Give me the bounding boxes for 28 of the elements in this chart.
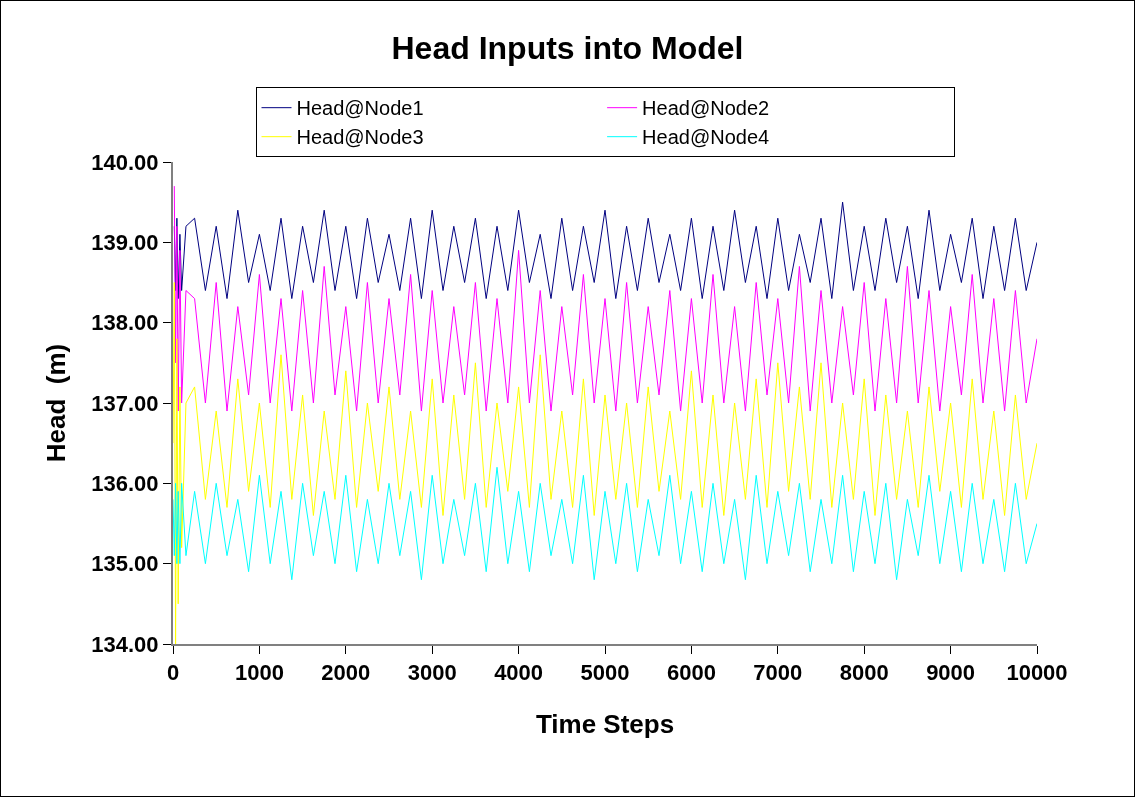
x-tick-label: 5000 — [580, 660, 630, 686]
x-tick-label: 6000 — [666, 660, 716, 686]
x-tick-label: 7000 — [753, 660, 803, 686]
y-axis-title: Head (m) — [41, 343, 72, 463]
legend-label: Head@Node1 — [296, 97, 424, 120]
y-tick-label: 138.00 — [91, 310, 159, 336]
line-series — [173, 201, 1037, 300]
x-tick-label: 9000 — [926, 660, 976, 686]
x-tick-label: 4000 — [494, 660, 544, 686]
legend-label: Head@Node2 — [642, 97, 770, 120]
y-tick-label: 139.00 — [91, 230, 159, 256]
y-tick-label: 136.00 — [91, 471, 159, 497]
x-axis-title: Time Steps — [535, 708, 675, 739]
x-tick-label: 0 — [166, 660, 180, 686]
legend-label: Head@Node4 — [642, 126, 770, 149]
chart-title: Head Inputs into Model — [391, 30, 744, 67]
y-tick-label: 134.00 — [91, 631, 159, 657]
line-series — [173, 185, 1037, 412]
x-tick-label: 1000 — [234, 660, 284, 686]
y-tick-label: 140.00 — [91, 149, 159, 175]
legend-label: Head@Node3 — [296, 126, 424, 149]
y-tick-label: 137.00 — [91, 390, 159, 416]
y-tick-label: 135.00 — [91, 551, 159, 577]
x-tick-label: 10000 — [1006, 660, 1068, 686]
line-series — [173, 466, 1037, 581]
x-tick-label: 2000 — [321, 660, 371, 686]
x-tick-label: 8000 — [839, 660, 889, 686]
x-tick-label: 3000 — [407, 660, 457, 686]
